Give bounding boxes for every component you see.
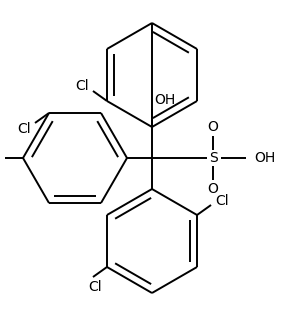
Text: Cl: Cl <box>88 280 102 294</box>
Text: Cl: Cl <box>75 79 89 93</box>
Text: OH: OH <box>254 151 275 165</box>
Text: OH: OH <box>154 93 175 107</box>
Text: Cl: Cl <box>18 122 31 136</box>
Text: HO: HO <box>0 151 1 165</box>
Text: O: O <box>208 120 218 134</box>
Text: Cl: Cl <box>215 194 229 208</box>
Text: O: O <box>208 182 218 196</box>
Text: S: S <box>209 151 217 165</box>
